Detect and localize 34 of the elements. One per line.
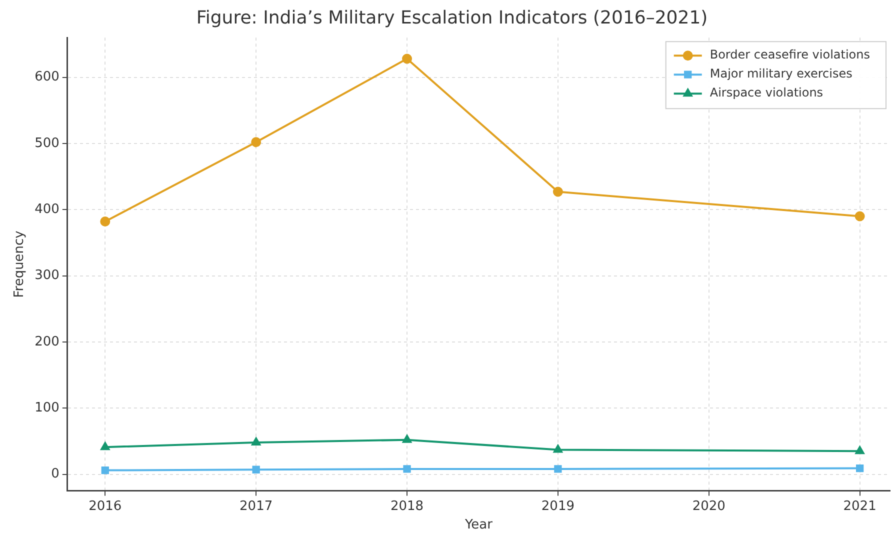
x-tick-label: 2019 [541, 498, 574, 514]
point [553, 444, 562, 453]
y-tick-label: 300 [34, 268, 60, 284]
point [402, 54, 412, 64]
point [252, 466, 260, 474]
y-tick-label: 500 [34, 136, 60, 151]
point [552, 186, 563, 197]
point [403, 465, 411, 473]
point [402, 434, 412, 443]
point [100, 442, 110, 450]
legend-label: Major military exercises [710, 66, 852, 81]
point [252, 438, 261, 446]
x-axis-title: Year [464, 518, 494, 533]
y-tick-label: 100 [34, 400, 60, 416]
x-tick-label: 2021 [843, 498, 876, 514]
y-tick-label: 400 [34, 202, 60, 217]
y-axis-title: Frequency [12, 230, 28, 298]
y-tick-label: 600 [34, 70, 60, 85]
x-tick-label: 2017 [240, 498, 273, 514]
x-tick-label: 2020 [692, 498, 726, 514]
y-tick-label: 0 [51, 466, 60, 482]
point [101, 466, 109, 474]
point [554, 465, 562, 473]
point [100, 216, 110, 227]
point [855, 446, 864, 454]
y-tick-label: 200 [34, 334, 60, 350]
point [854, 211, 865, 222]
x-tick-label: 2018 [390, 498, 424, 514]
chart-title: Figure: India’s Military Escalation Indicators (2016–2021) [196, 7, 708, 28]
legend-label: Border ceasefire violations [710, 48, 870, 62]
x-tick-label: 2016 [88, 498, 122, 514]
point [856, 464, 864, 472]
point [251, 137, 262, 148]
legend-label: Airspace violations [710, 86, 824, 100]
